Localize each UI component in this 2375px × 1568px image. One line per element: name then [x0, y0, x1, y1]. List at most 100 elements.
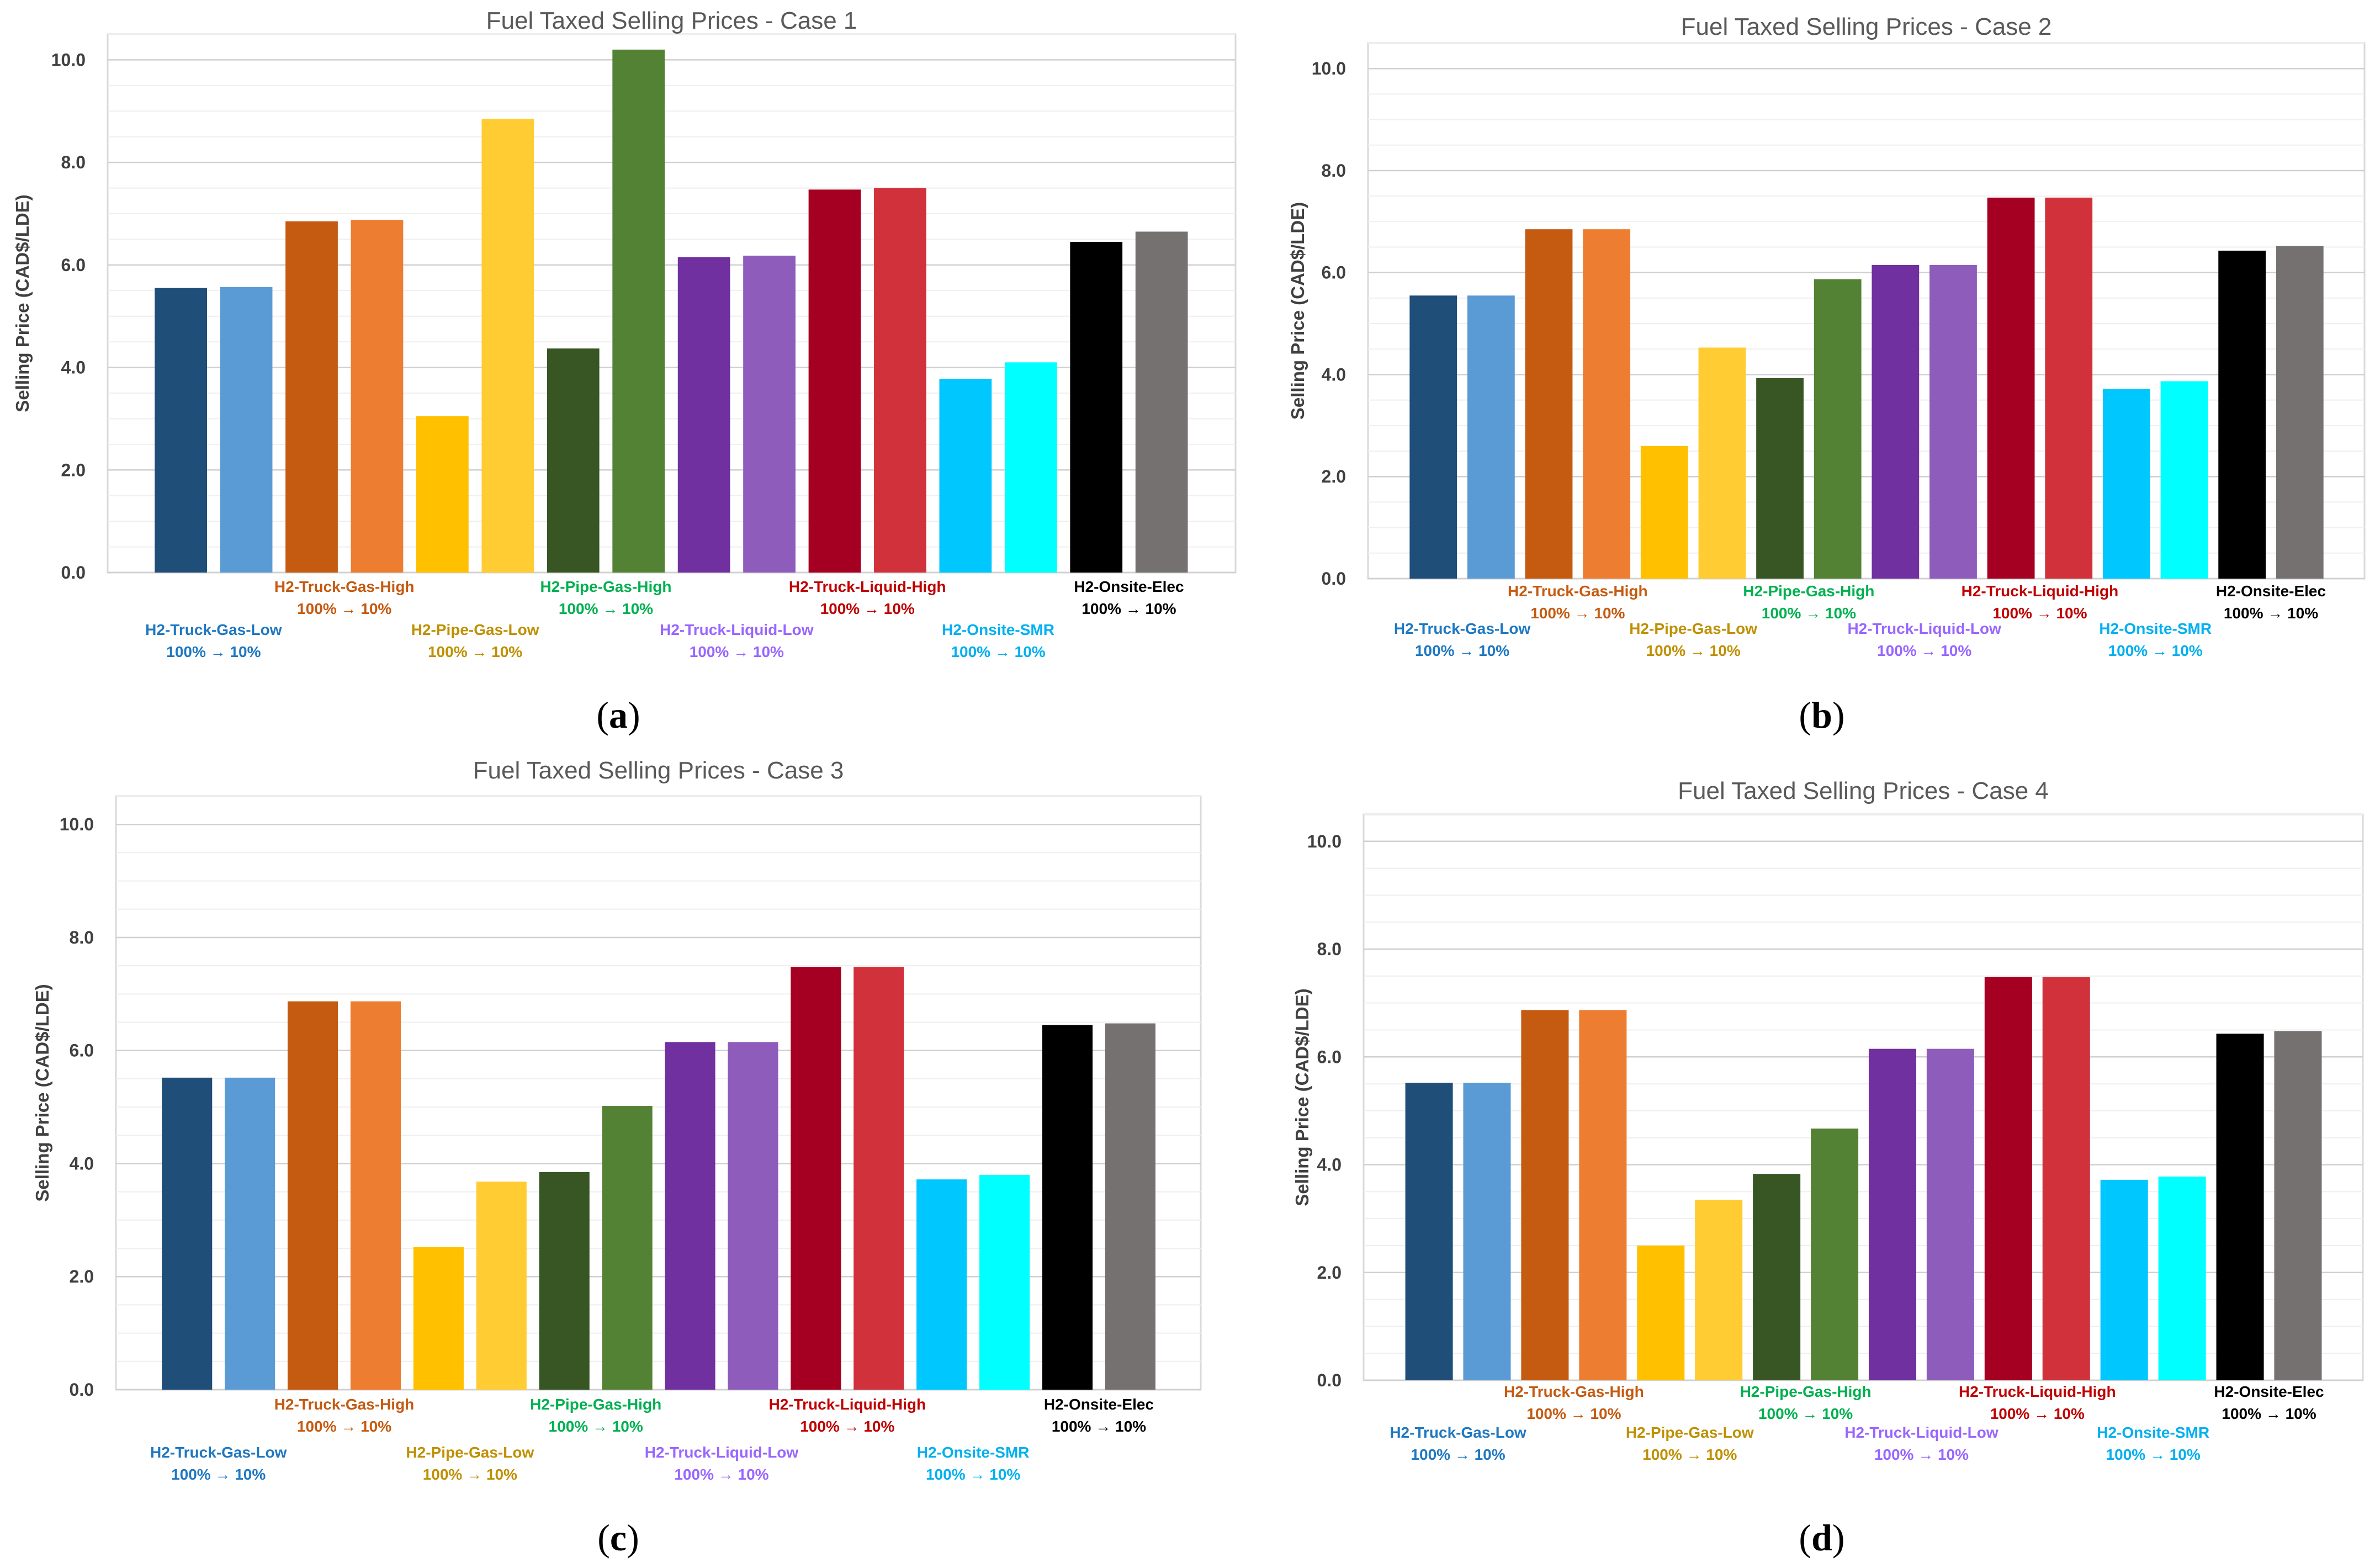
- bar-h2-onsite-smr-10pct: [2158, 1177, 2206, 1380]
- y-tick-label: 2.0: [70, 1267, 94, 1286]
- bar-h2-pipe-gas-low-100pct: [416, 416, 469, 573]
- y-axis-label: Selling Price (CAD$/LDE): [1292, 988, 1312, 1206]
- category-label-sublabel: 100% → 10%: [2108, 642, 2203, 659]
- plot-area: [107, 33, 1237, 574]
- category-label-sublabel: 100% → 10%: [1762, 605, 1856, 622]
- bar-h2-pipe-gas-high-10pct: [1814, 279, 1862, 579]
- y-tick-label: 6.0: [70, 1041, 94, 1061]
- bar-h2-truck-gas-high-10pct: [350, 1001, 401, 1390]
- bar-h2-truck-gas-high-100pct: [287, 1001, 338, 1390]
- bar-h2-onsite-elec-100pct: [2218, 250, 2266, 579]
- category-label-name: H2-Pipe-Gas-Low: [406, 1444, 534, 1461]
- bar-h2-onsite-smr-100pct: [2100, 1179, 2148, 1380]
- category-label-sublabel: 100% → 10%: [690, 643, 784, 660]
- category-label-name: H2-Truck-Liquid-High: [768, 1396, 926, 1413]
- y-tick-label: 0.0: [70, 1380, 94, 1400]
- category-label-name: H2-Truck-Liquid-Low: [1844, 1424, 1998, 1441]
- panel-letter: (c): [597, 1517, 639, 1559]
- category-label-name: H2-Onsite-SMR: [917, 1444, 1030, 1461]
- bar-h2-onsite-smr-100pct: [2102, 389, 2150, 579]
- category-label-sublabel: 100% → 10%: [1415, 642, 1509, 659]
- category-label-name: H2-Truck-Gas-Low: [145, 621, 282, 638]
- bar-h2-truck-liquid-high-10pct: [853, 967, 904, 1390]
- category-label-sublabel: 100% → 10%: [674, 1466, 768, 1483]
- category-label-name: H2-Truck-Gas-Low: [150, 1444, 287, 1461]
- y-tick-label: 10.0: [51, 50, 86, 70]
- panel-letter-value: c: [610, 1517, 627, 1559]
- category-label-name: H2-Truck-Gas-High: [1504, 1383, 1644, 1400]
- y-tick-label: 0.0: [61, 563, 86, 582]
- bar-h2-pipe-gas-high-10pct: [612, 49, 665, 573]
- category-label-sublabel: 100% → 10%: [549, 1418, 643, 1435]
- bar-h2-truck-liquid-high-100pct: [791, 967, 841, 1390]
- bar-h2-truck-liquid-high-100pct: [808, 189, 861, 573]
- chart-title: Fuel Taxed Selling Prices - Case 2: [1681, 13, 2052, 40]
- plot-area: [115, 795, 1202, 1391]
- bar-h2-onsite-smr-10pct: [2160, 381, 2208, 579]
- category-label-name: H2-Pipe-Gas-Low: [1629, 620, 1757, 637]
- bar-h2-truck-gas-high-10pct: [1583, 229, 1631, 579]
- bar-h2-onsite-elec-10pct: [1135, 231, 1188, 573]
- bar-h2-onsite-elec-10pct: [2276, 246, 2324, 579]
- bar-h2-truck-gas-low-10pct: [1467, 295, 1515, 579]
- y-tick-label: 6.0: [1317, 1047, 1342, 1067]
- chart-title: Fuel Taxed Selling Prices - Case 4: [1678, 777, 2049, 804]
- category-label-sublabel: 100% → 10%: [423, 1466, 517, 1483]
- bar-h2-truck-gas-low-100pct: [162, 1077, 213, 1390]
- y-axis-label: Selling Price (CAD$/LDE): [12, 194, 33, 412]
- category-label-sublabel: 100% → 10%: [1877, 642, 1971, 659]
- category-label-name: H2-Pipe-Gas-Low: [1626, 1424, 1754, 1441]
- chart-title: Fuel Taxed Selling Prices - Case 1: [486, 7, 857, 34]
- bar-h2-truck-gas-low-100pct: [1405, 1083, 1453, 1380]
- category-label-name: H2-Truck-Gas-Low: [1390, 1424, 1526, 1441]
- category-label-sublabel: 100% → 10%: [1411, 1446, 1505, 1463]
- bar-h2-truck-gas-low-100pct: [1409, 295, 1457, 579]
- bar-h2-pipe-gas-high-100pct: [1756, 378, 1804, 579]
- category-label-sublabel: 100% → 10%: [297, 600, 391, 617]
- y-tick-label: 10.0: [60, 814, 94, 834]
- bar-h2-onsite-elec-10pct: [1105, 1023, 1155, 1390]
- bar-h2-truck-gas-high-10pct: [351, 220, 404, 573]
- category-label-sublabel: 100% → 10%: [800, 1418, 894, 1435]
- y-tick-label: 10.0: [1307, 831, 1342, 851]
- category-label-name: H2-Pipe-Gas-High: [1743, 582, 1874, 600]
- y-tick-label: 6.0: [61, 255, 86, 275]
- panel-letter-value: a: [609, 694, 628, 736]
- bar-h2-truck-liquid-high-100pct: [1984, 977, 2032, 1380]
- category-label-name: H2-Onsite-Elec: [2216, 582, 2326, 600]
- category-label-name: H2-Truck-Gas-High: [274, 578, 415, 595]
- category-label-sublabel: 100% → 10%: [1642, 1446, 1737, 1463]
- bar-h2-truck-liquid-high-10pct: [2042, 977, 2090, 1380]
- category-label-name: H2-Onsite-Elec: [1044, 1396, 1154, 1413]
- bar-h2-truck-liquid-high-10pct: [2045, 197, 2093, 579]
- category-label-sublabel: 100% → 10%: [1990, 1405, 2085, 1422]
- bar-h2-truck-liquid-high-10pct: [874, 188, 926, 573]
- category-label-name: H2-Pipe-Gas-Low: [411, 621, 539, 638]
- bar-h2-pipe-gas-high-10pct: [602, 1106, 653, 1390]
- y-tick-label: 4.0: [1317, 1155, 1342, 1175]
- category-label-name: H2-Truck-Liquid-High: [789, 578, 946, 595]
- category-label-sublabel: 100% → 10%: [1530, 605, 1625, 622]
- category-label-sublabel: 100% → 10%: [1646, 642, 1741, 659]
- chart-title: Fuel Taxed Selling Prices - Case 3: [473, 757, 844, 784]
- category-label-name: H2-Onsite-SMR: [942, 621, 1054, 638]
- bar-h2-truck-gas-low-10pct: [220, 287, 273, 573]
- bar-h2-truck-gas-high-10pct: [1579, 1010, 1627, 1380]
- y-tick-label: 8.0: [1317, 939, 1342, 959]
- category-label-name: H2-Truck-Gas-High: [274, 1396, 415, 1413]
- category-label-sublabel: 100% → 10%: [1526, 1405, 1621, 1422]
- bar-h2-truck-liquid-low-10pct: [1929, 264, 1977, 579]
- category-label-sublabel: 100% → 10%: [951, 643, 1045, 660]
- bar-h2-pipe-gas-high-100pct: [1753, 1174, 1801, 1380]
- category-label-name: H2-Pipe-Gas-High: [540, 578, 671, 595]
- panel-letter-value: b: [1811, 694, 1832, 736]
- category-label-sublabel: 100% → 10%: [2106, 1446, 2201, 1463]
- bar-h2-pipe-gas-low-10pct: [1698, 347, 1746, 579]
- chart-panel-c: 0.0 2.0 4.0 6.0 8.0 10.0 Fuel Taxed Selling Pr…: [32, 757, 1202, 1559]
- bar-h2-pipe-gas-low-10pct: [476, 1182, 527, 1390]
- category-label-name: H2-Truck-Liquid-Low: [645, 1444, 799, 1461]
- y-tick-label: 4.0: [1322, 364, 1346, 384]
- plot-area: [1367, 42, 2366, 580]
- category-label-name: H2-Truck-Liquid-High: [1962, 582, 2119, 600]
